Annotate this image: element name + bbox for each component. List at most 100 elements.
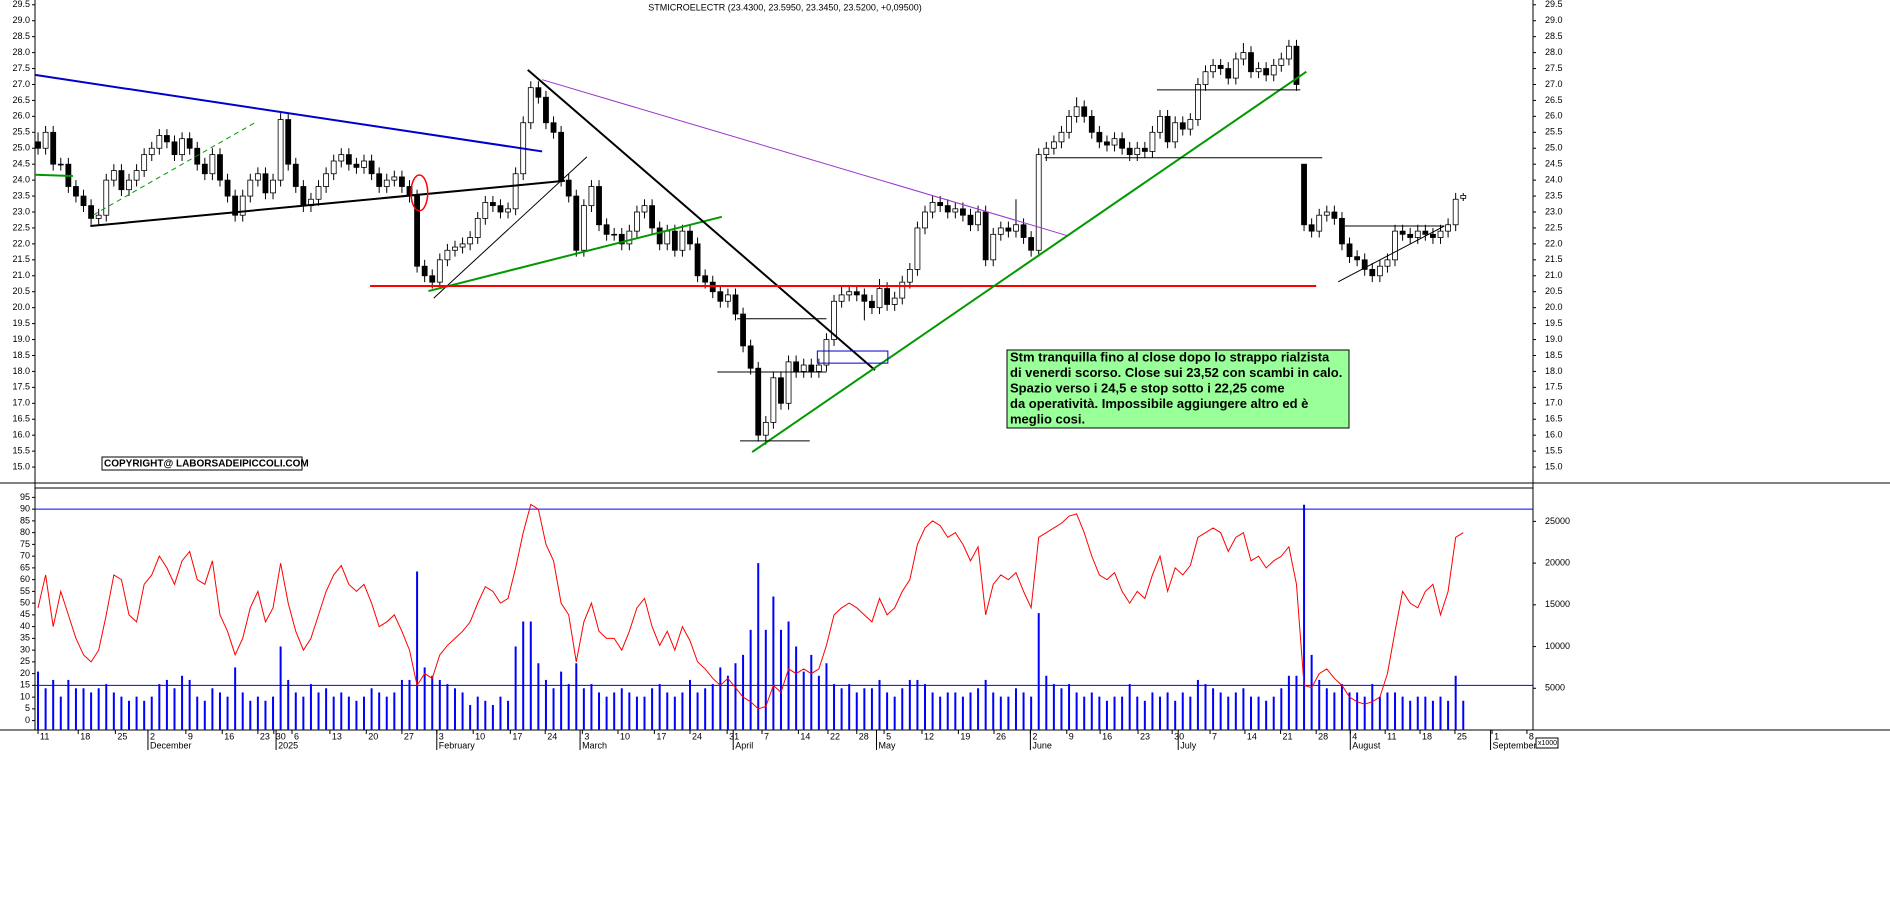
y-tick-label: 16.0 <box>12 430 30 440</box>
y-tick-label: 22.5 <box>1545 222 1563 232</box>
y-tick-label: 10 <box>20 691 30 701</box>
y2-tick-label: 25000 <box>1545 516 1570 526</box>
candle-body <box>641 205 648 213</box>
candle-body <box>982 211 989 261</box>
y-tick-label: 29.5 <box>1545 0 1563 9</box>
y-tick-label: 16.5 <box>1545 414 1563 424</box>
trend-line <box>1337 225 1445 283</box>
candle-body <box>649 205 655 229</box>
x-tick-label: 18 <box>80 731 90 741</box>
candle-body <box>361 160 367 168</box>
y-tick-label: 24.0 <box>1545 175 1563 185</box>
candle-body <box>1141 147 1148 152</box>
x-tick-label: 16 <box>1102 731 1112 741</box>
candle-body <box>778 377 784 404</box>
candle-body <box>747 345 754 369</box>
candle-body <box>1392 230 1398 261</box>
candle-body <box>770 377 777 423</box>
x-tick-label: 30 <box>1174 731 1184 741</box>
candle-body <box>148 147 155 156</box>
y-tick-label: 23.5 <box>12 190 30 200</box>
candle-body <box>626 230 633 245</box>
y-tick-label: 35 <box>20 633 30 643</box>
candle-body <box>1126 147 1133 156</box>
candle-body <box>1323 211 1330 216</box>
candle-body <box>315 186 322 200</box>
candle-body <box>558 131 565 181</box>
candle-body <box>376 173 383 187</box>
y-tick-label: 28.5 <box>1545 31 1563 41</box>
candle-body <box>922 211 928 229</box>
candle-body <box>57 163 64 166</box>
y-tick-label: 22.5 <box>12 222 30 232</box>
y-tick-label: 26.0 <box>1545 111 1563 121</box>
candle-body <box>338 154 345 162</box>
candle-body <box>1316 214 1323 232</box>
candle-body <box>740 313 746 347</box>
candle-body <box>550 122 557 133</box>
candle-body <box>171 141 178 156</box>
y-tick-label: 85 <box>20 515 30 525</box>
month-label: February <box>439 740 476 750</box>
month-label: March <box>582 740 607 750</box>
candle-body <box>1210 64 1216 73</box>
x-tick-label: 20 <box>368 731 378 741</box>
x-tick-label: 9 <box>1069 731 1074 741</box>
candle-body <box>80 195 87 207</box>
month-label: 2025 <box>278 740 298 750</box>
candle-body <box>869 300 875 309</box>
x-tick-label: 25 <box>117 731 127 741</box>
y-tick-label: 19.5 <box>12 318 30 328</box>
candle-body <box>186 138 193 149</box>
candle-body <box>1172 122 1179 143</box>
x-tick-label: 8 <box>1529 731 1534 741</box>
candle-body <box>497 205 504 213</box>
trend-line <box>527 69 876 371</box>
x-tick-label: 9 <box>188 731 193 741</box>
month-label: April <box>735 740 753 750</box>
candle-body <box>884 288 891 305</box>
candle-body <box>126 179 132 191</box>
candle-body <box>383 179 390 187</box>
trend-line <box>34 173 73 177</box>
candle-body <box>345 154 352 165</box>
x-tick-label: 25 <box>1457 731 1467 741</box>
x-tick-label: 24 <box>692 731 702 741</box>
candle-body <box>239 195 246 216</box>
candle-body <box>156 135 163 149</box>
x-tick-label: 10 <box>620 731 630 741</box>
candle-body <box>1278 58 1285 66</box>
candle-body <box>141 154 148 171</box>
y-tick-label: 20.0 <box>12 302 30 312</box>
candle-body <box>512 173 519 210</box>
x-tick-label: 3 <box>439 731 444 741</box>
candle-body <box>118 170 125 191</box>
y-tick-label: 26.0 <box>12 111 30 121</box>
month-label: September <box>1493 740 1537 750</box>
candle-body <box>1043 147 1050 156</box>
candle-body <box>224 179 231 197</box>
oscillator-line <box>37 503 1464 710</box>
candle-body <box>429 275 436 283</box>
candle-body <box>1263 68 1270 76</box>
candle-body <box>975 211 981 226</box>
candle-body <box>421 265 428 277</box>
candle-body <box>937 202 944 207</box>
y-tick-label: 19.0 <box>1545 334 1563 344</box>
trend-line <box>90 179 566 228</box>
y-tick-label: 25.5 <box>12 127 30 137</box>
y-tick-label: 18.5 <box>1545 350 1563 360</box>
x-tick-label: 12 <box>924 731 934 741</box>
candle-body <box>452 246 458 251</box>
x-tick-label: 14 <box>800 731 810 741</box>
candle-body <box>1225 68 1232 79</box>
candle-body <box>1013 224 1019 232</box>
y-tick-label: 55 <box>20 586 30 596</box>
candle-body <box>1035 154 1042 251</box>
candle-body <box>1179 122 1186 130</box>
trend-line <box>542 79 1069 237</box>
note-line: da operatività. Impossibile aggiungere a… <box>1010 396 1308 411</box>
candle-body <box>1058 131 1065 143</box>
